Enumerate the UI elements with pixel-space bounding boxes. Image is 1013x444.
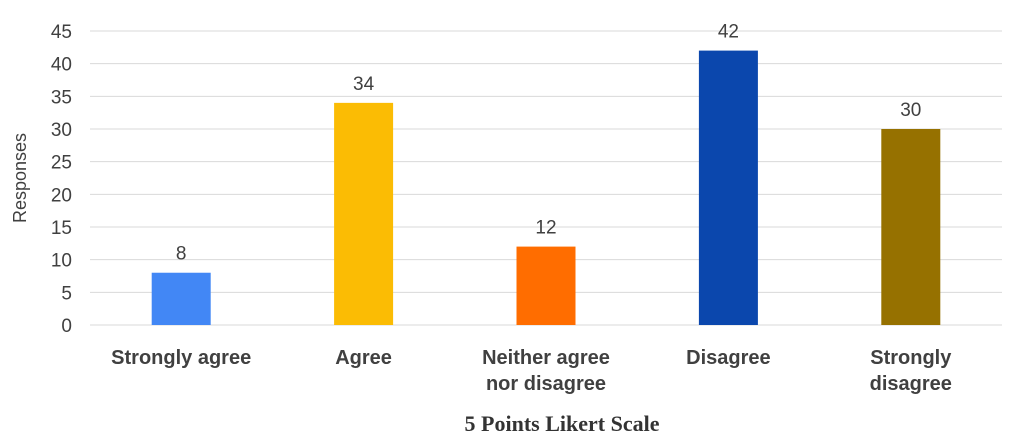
- y-tick-label: 0: [61, 316, 72, 337]
- data-label: 30: [900, 100, 921, 121]
- data-label: 12: [535, 218, 556, 239]
- bars: [151, 50, 941, 325]
- y-tick-label: 35: [51, 87, 72, 108]
- x-axis-title: 5 Points Likert Scale: [465, 411, 660, 436]
- data-labels: 8 34 12 42 30: [176, 22, 921, 265]
- data-label: 8: [176, 244, 187, 265]
- bar: [334, 102, 394, 325]
- x-axis-categories: Strongly agree Agree Neither agree nor disa…: [111, 347, 952, 395]
- x-category-label-line: Disagree: [686, 347, 771, 369]
- x-category-label: Disagree: [686, 347, 771, 369]
- y-tick-label: 25: [51, 153, 72, 174]
- bar: [516, 246, 576, 325]
- x-category-label-line: Agree: [335, 347, 392, 369]
- data-label: 34: [353, 74, 375, 95]
- x-category-label-line: Strongly: [870, 347, 952, 369]
- x-category-label: Strongly disagree: [870, 347, 953, 395]
- x-category-label-line: Strongly agree: [111, 347, 251, 369]
- bar: [698, 50, 758, 325]
- y-axis-ticks: 0 5 10 15 20 25 30 35 40 45: [51, 22, 72, 337]
- gridlines: [90, 30, 1002, 326]
- data-label: 42: [718, 22, 739, 43]
- y-tick-label: 40: [51, 55, 72, 76]
- x-category-label: Strongly agree: [111, 347, 251, 369]
- y-tick-label: 30: [51, 120, 72, 141]
- y-tick-label: 45: [51, 22, 72, 43]
- x-category-label: Agree: [335, 347, 392, 369]
- x-category-label-line: disagree: [870, 373, 952, 395]
- x-category-label-line: Neither agree: [482, 347, 610, 369]
- y-tick-label: 15: [51, 218, 72, 239]
- y-tick-label: 5: [61, 283, 72, 304]
- bar: [881, 129, 941, 325]
- x-category-label-line: nor disagree: [486, 373, 606, 395]
- y-tick-label: 20: [51, 185, 72, 206]
- y-axis-title: Responses: [10, 133, 30, 223]
- y-tick-label: 10: [51, 251, 72, 272]
- x-category-label: Neither agree nor disagree: [482, 347, 610, 395]
- bar: [151, 272, 211, 325]
